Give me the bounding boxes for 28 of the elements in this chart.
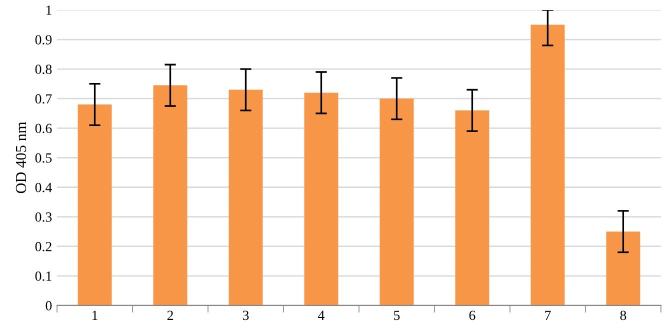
y-tick-label: 0.4 (35, 182, 52, 192)
bar (606, 232, 640, 306)
x-tick-label: 1 (92, 310, 98, 320)
x-tick-label: 2 (167, 310, 173, 320)
y-tick-label: 0.9 (35, 35, 52, 45)
y-tick-label: 0.1 (35, 271, 52, 281)
bar (380, 98, 414, 306)
x-tick-label: 3 (242, 310, 249, 320)
x-tick-label: 6 (469, 310, 476, 320)
x-tick-label: 8 (620, 310, 626, 320)
y-tick-label: 1 (46, 6, 52, 15)
x-tick-label: 4 (318, 310, 324, 320)
y-tick-label: 0.5 (35, 153, 52, 163)
y-tick-label: 0.8 (35, 64, 52, 74)
y-tick-label: 0.7 (35, 94, 52, 104)
x-tick-label: 5 (394, 310, 400, 320)
y-tick-label: 0.2 (35, 242, 52, 252)
bar (304, 92, 338, 306)
bar (530, 24, 565, 306)
y-tick-label: 0.3 (35, 212, 52, 222)
y-tick-label: 0.6 (35, 124, 52, 134)
y-tick-label: 0 (46, 301, 52, 310)
bar (455, 110, 490, 306)
bar (153, 85, 188, 306)
y-axis-title: OD 405 nm (16, 122, 26, 194)
bar (228, 90, 263, 306)
x-tick-label: 7 (545, 310, 551, 320)
bar (78, 104, 112, 306)
